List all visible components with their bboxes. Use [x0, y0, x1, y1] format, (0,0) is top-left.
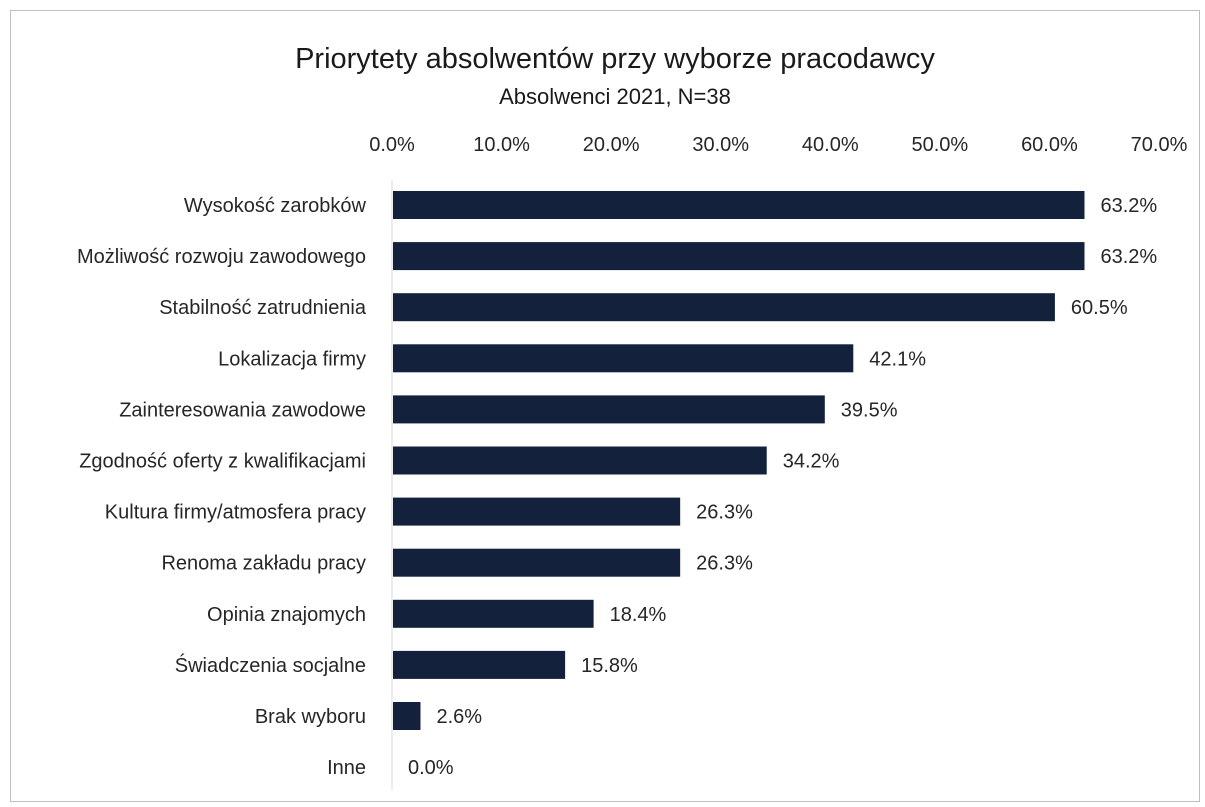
x-tick-label: 20.0%: [583, 134, 640, 156]
category-label: Świadczenia socjalne: [175, 653, 366, 677]
category-label: Renoma zakładu pracy: [161, 553, 366, 575]
category-label: Zainteresowania zawodowe: [119, 399, 366, 421]
x-tick-label: 30.0%: [692, 134, 749, 156]
category-label: Inne: [327, 757, 366, 779]
x-tick-label: 10.0%: [473, 134, 530, 156]
data-label: 63.2%: [1100, 246, 1157, 268]
bar: [393, 395, 825, 424]
value-labels: 63.2% 63.2% 60.5% 42.1% 39.5% 34.2% 26.3% 26.3%…: [408, 195, 1157, 779]
data-label: 18.4%: [610, 604, 667, 626]
x-tick-label: 0.0%: [369, 134, 415, 156]
category-label: Stabilność zatrudnienia: [159, 297, 367, 319]
bar: [393, 293, 1055, 322]
bar: [393, 242, 1085, 271]
category-label: Opinia znajomych: [207, 604, 366, 626]
chart-title: Priorytety absolwentów przy wyborze prac…: [295, 43, 935, 75]
data-label: 42.1%: [869, 348, 926, 370]
bar: [393, 446, 767, 475]
category-label: Możliwość rozwoju zawodowego: [77, 246, 366, 268]
data-label: 26.3%: [696, 553, 753, 575]
data-label: 2.6%: [436, 706, 482, 728]
data-label: 34.2%: [783, 451, 840, 473]
data-label: 0.0%: [408, 757, 454, 779]
x-tick-label: 50.0%: [911, 134, 968, 156]
bar: [393, 650, 566, 679]
category-label: Brak wyboru: [255, 706, 366, 728]
data-label: 15.8%: [581, 655, 638, 677]
bar: [393, 599, 594, 628]
bar: [393, 344, 854, 373]
x-tick-label: 70.0%: [1131, 134, 1188, 156]
category-labels: Wysokość zarobków Możliwość rozwoju zawod…: [77, 195, 367, 779]
bar: [393, 702, 421, 730]
bar: [393, 191, 1085, 219]
chart-subtitle: Absolwenci 2021, N=38: [499, 84, 731, 109]
category-label: Wysokość zarobków: [184, 195, 367, 217]
data-label: 39.5%: [841, 399, 898, 421]
x-tick-label: 40.0%: [802, 134, 859, 156]
category-label: Zgodność oferty z kwalifikacjami: [79, 451, 366, 473]
bars-group: [393, 191, 1085, 730]
category-label: Kultura firmy/atmosfera pracy: [105, 502, 366, 524]
data-label: 60.5%: [1071, 297, 1128, 319]
category-label: Lokalizacja firmy: [218, 348, 366, 370]
data-label: 63.2%: [1100, 195, 1157, 217]
bar: [393, 548, 681, 577]
x-tick-label: 60.0%: [1021, 134, 1078, 156]
bar: [393, 497, 681, 526]
data-label: 26.3%: [696, 502, 753, 524]
x-axis-ticks: 0.0% 10.0% 20.0% 30.0% 40.0% 50.0% 60.0% 70.0%: [369, 134, 1187, 156]
